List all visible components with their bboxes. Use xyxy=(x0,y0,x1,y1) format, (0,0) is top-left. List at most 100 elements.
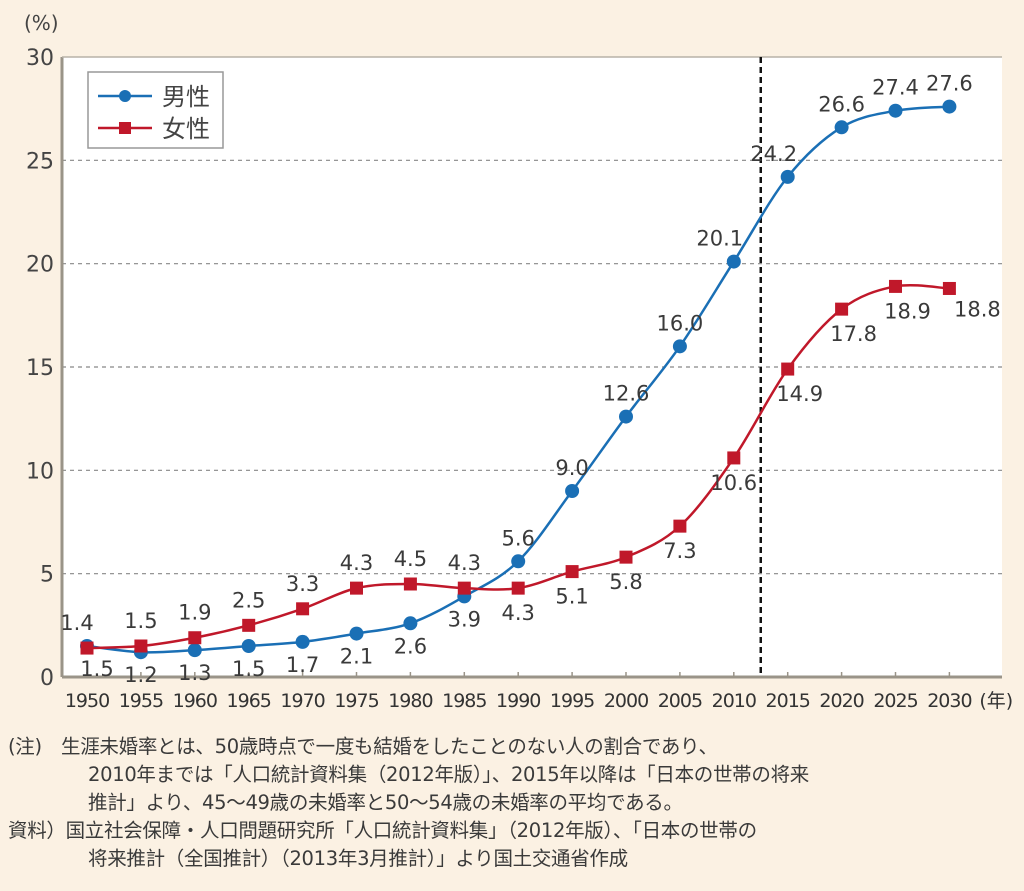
data-point-male xyxy=(187,643,202,658)
x-tick-label: 1950 xyxy=(65,690,109,712)
x-tick-label: 1955 xyxy=(119,690,163,712)
x-tick-label: 2000 xyxy=(604,690,648,712)
data-label: 24.2 xyxy=(750,142,797,166)
data-point-female xyxy=(781,362,795,376)
source-line-2: 将来推計（全国推計）（2013年3月推計）」より国土交通省作成 xyxy=(88,847,628,870)
data-label: 20.1 xyxy=(696,227,743,251)
data-label: 10.6 xyxy=(710,471,757,495)
data-point-male xyxy=(780,169,795,184)
data-point-female xyxy=(80,641,94,655)
data-label: 1.7 xyxy=(286,653,319,677)
x-axis-unit: (年) xyxy=(979,690,1013,712)
x-tick-label: 1995 xyxy=(550,690,594,712)
data-point-female xyxy=(565,565,579,579)
y-tick-label: 5 xyxy=(40,563,54,588)
data-label: 1.4 xyxy=(60,611,93,635)
data-point-female xyxy=(942,281,956,295)
data-label: 1.5 xyxy=(232,657,265,681)
data-label: 27.4 xyxy=(872,76,919,100)
data-label: 3.3 xyxy=(286,572,319,596)
data-point-female xyxy=(188,631,202,645)
data-label: 5.1 xyxy=(555,585,588,609)
x-tick-label: 2010 xyxy=(712,690,756,712)
data-point-female xyxy=(619,550,633,564)
x-tick-label: 2020 xyxy=(819,690,863,712)
data-point-female xyxy=(511,581,525,595)
data-point-female xyxy=(835,302,849,316)
y-tick-label: 10 xyxy=(26,459,54,484)
data-label: 5.8 xyxy=(609,570,642,594)
data-label: 4.3 xyxy=(448,551,481,575)
data-point-male xyxy=(511,554,526,569)
data-label: 4.3 xyxy=(340,551,373,575)
x-tick-label: 2030 xyxy=(927,690,971,712)
data-point-male xyxy=(672,339,687,354)
data-label: 12.6 xyxy=(603,382,650,406)
data-label: 14.9 xyxy=(776,382,823,406)
data-point-female xyxy=(403,577,417,591)
data-label: 1.9 xyxy=(178,601,211,625)
note-line-2: 2010年までは「人口統計資料集（2012年版）」、2015年以降は「日本の世帯… xyxy=(88,763,809,786)
x-tick-label: 1980 xyxy=(388,690,432,712)
x-tick-label: 1990 xyxy=(496,690,540,712)
legend-label: 女性 xyxy=(162,115,210,143)
x-tick-label: 1970 xyxy=(280,690,324,712)
x-tick-label: 2005 xyxy=(658,690,702,712)
y-tick-label: 15 xyxy=(26,356,54,381)
y-tick-label: 30 xyxy=(26,46,54,71)
data-label: 2.5 xyxy=(232,588,265,612)
y-axis-unit: (%) xyxy=(24,11,59,35)
data-label: 18.8 xyxy=(954,297,1001,321)
legend-marker-circle xyxy=(119,90,131,102)
data-point-female xyxy=(889,279,902,293)
data-point-female xyxy=(457,581,471,595)
data-label: 1.5 xyxy=(124,609,157,633)
data-point-male xyxy=(403,616,418,631)
legend-label: 男性 xyxy=(162,83,210,111)
note-line-3: 推計」より、45～49歳の未婚率と50～54歳の未婚率の平均である。 xyxy=(88,791,683,814)
data-label: 2.1 xyxy=(340,645,373,669)
data-point-male xyxy=(241,639,256,653)
line-chart: 0 5 10 15 2025 30 (%) 1950 1955 1960 1965 1970 1975 1… xyxy=(24,11,1013,712)
data-point-male xyxy=(726,254,741,269)
y-tick-label: 0 xyxy=(40,666,54,691)
legend xyxy=(87,71,224,149)
data-point-male xyxy=(295,634,310,649)
legend-marker-square xyxy=(119,122,131,134)
data-point-male xyxy=(942,99,957,114)
data-point-female xyxy=(727,451,741,465)
data-label: 17.8 xyxy=(830,322,877,346)
data-label: 4.5 xyxy=(394,547,427,571)
data-label: 1.5 xyxy=(80,657,113,681)
plot-area xyxy=(62,57,1002,677)
data-point-female xyxy=(242,618,256,632)
data-point-female xyxy=(134,639,148,653)
data-point-male xyxy=(834,120,849,135)
data-label: 26.6 xyxy=(818,92,865,116)
data-label: 3.9 xyxy=(448,607,481,631)
data-label: 2.6 xyxy=(394,634,427,658)
data-label: 5.6 xyxy=(501,526,534,550)
x-tick-label: 2025 xyxy=(873,690,917,712)
y-tick-label: 20 xyxy=(26,253,54,278)
data-point-male xyxy=(619,409,633,424)
data-label: 1.2 xyxy=(124,663,157,687)
data-point-female xyxy=(296,602,310,616)
source-line-1: 資料）国立社会保障・人口問題研究所「人口統計資料集」（2012年版）、「日本の世… xyxy=(8,819,757,842)
data-point-male xyxy=(888,103,903,118)
series-line-female xyxy=(86,283,950,650)
x-tick-label: 1985 xyxy=(442,690,486,712)
data-point-male xyxy=(349,626,364,641)
x-tick-label: 1960 xyxy=(173,690,217,712)
data-label: 4.3 xyxy=(501,601,534,625)
x-tick-label: 2015 xyxy=(766,690,810,712)
note-line-1: (注) 生涯未婚率とは、50歳時点で一度も結婚をしたことのない人の割合であり、 xyxy=(8,735,718,758)
x-tick-label: 1965 xyxy=(227,690,271,712)
data-label: 7.3 xyxy=(663,539,696,563)
data-label: 18.9 xyxy=(884,299,931,323)
data-point-female xyxy=(350,581,363,595)
x-tick-label: 1975 xyxy=(334,690,378,712)
data-label: 1.3 xyxy=(178,661,211,685)
data-label: 27.6 xyxy=(926,72,973,96)
data-point-female xyxy=(673,519,687,533)
